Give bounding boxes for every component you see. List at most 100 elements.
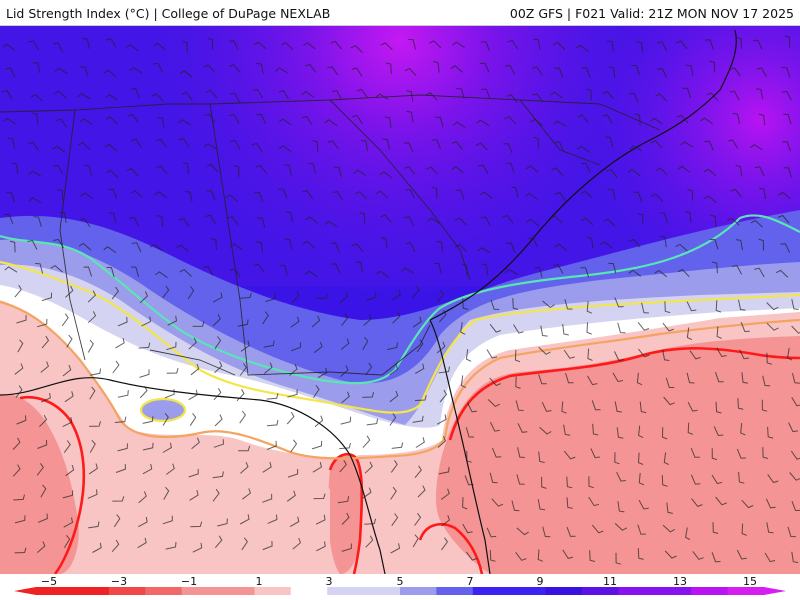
tick-label: 13 (673, 575, 687, 588)
wind-barb (405, 188, 415, 199)
wind-barb (302, 240, 316, 249)
wind-barb (637, 452, 644, 465)
wind-barb (531, 93, 544, 103)
wind-barb (9, 240, 16, 253)
wind-barb (676, 114, 689, 124)
wind-barb (163, 486, 170, 500)
wind-barb (390, 486, 397, 500)
wind-barb (709, 60, 716, 73)
wind-barb (538, 374, 547, 385)
wind-barb (677, 165, 691, 173)
wind-barb (115, 337, 125, 349)
wind-barb (766, 322, 779, 331)
colorbar-min-arrow (14, 587, 36, 595)
wind-barb (505, 162, 515, 173)
colorbar-segment (327, 587, 365, 595)
wind-barb (685, 527, 691, 541)
wind-barb (166, 368, 179, 374)
wind-barb (192, 321, 205, 327)
wind-barb (480, 41, 490, 52)
wind-barb (82, 38, 90, 49)
wind-barb (290, 316, 300, 328)
wind-barb (450, 65, 463, 73)
wind-barb (628, 238, 641, 248)
wind-barb (262, 493, 273, 503)
wind-barb (715, 372, 724, 383)
wind-barb (152, 62, 163, 73)
wind-barb (740, 422, 746, 436)
wind-barb (614, 523, 628, 531)
wind-barb (655, 167, 668, 176)
wind-barb (629, 92, 639, 103)
wind-barb (53, 42, 63, 53)
wind-barb (415, 437, 425, 448)
wind-barb (117, 316, 128, 327)
colorbar-segment (181, 587, 219, 595)
wind-barb (155, 271, 168, 279)
forecast-map[interactable] (0, 26, 800, 574)
wind-barb (41, 292, 52, 302)
wind-barb (253, 41, 267, 50)
wind-barb (637, 321, 650, 331)
wind-barb (364, 461, 373, 474)
wind-barb (14, 284, 22, 298)
wind-barb (111, 286, 120, 300)
wind-barb (230, 140, 241, 150)
lid-band-neg2 (0, 394, 79, 574)
wind-barb (103, 246, 117, 254)
wind-barb (538, 347, 551, 355)
wind-barb (706, 92, 719, 102)
wind-barb (36, 318, 48, 328)
tick-label: 5 (396, 575, 404, 588)
wind-barb (588, 496, 600, 507)
wind-barb (777, 214, 790, 224)
tick-label: 11 (603, 575, 617, 588)
wind-barb (40, 392, 51, 403)
wind-barb (715, 401, 722, 414)
wind-barb (554, 141, 564, 152)
wind-barb (460, 322, 466, 335)
wind-barb (553, 120, 567, 127)
wind-barb (429, 40, 442, 49)
colorbar-segment (108, 587, 146, 595)
wind-barb (315, 293, 328, 299)
colorbar-segment (545, 587, 583, 595)
tick-label: −1 (180, 575, 198, 588)
wind-barb (355, 261, 364, 273)
wind-barb (531, 66, 543, 76)
wind-barb (791, 551, 799, 563)
wind-barb (389, 364, 399, 376)
wind-barb (525, 165, 539, 173)
wind-barb (713, 426, 724, 437)
wind-barb (515, 400, 524, 411)
wind-barb (391, 442, 404, 449)
wind-barb (791, 298, 799, 310)
wind-barb (784, 35, 791, 48)
wind-barb (390, 460, 398, 473)
wind-barb (486, 349, 498, 359)
wind-barb (791, 501, 800, 512)
wind-barb (739, 349, 750, 360)
wind-barb (659, 212, 668, 223)
wind-barb (600, 241, 613, 249)
wind-barb (790, 450, 800, 460)
wind-barb (461, 263, 468, 276)
wind-barb (353, 169, 367, 177)
model-run-info: 00Z GFS | F021 Valid: 21Z MON NOV 17 202… (509, 6, 794, 21)
wind-barb (286, 412, 295, 425)
wind-barb (64, 391, 74, 403)
wind-barb (339, 291, 348, 304)
wind-barb (416, 339, 424, 353)
colorbar-segments (14, 587, 786, 595)
wind-barb (16, 315, 27, 324)
wind-barb (126, 167, 139, 177)
wind-barb (311, 315, 321, 328)
wind-barb (481, 263, 489, 275)
wind-barb (278, 118, 292, 126)
wind-barb (210, 238, 217, 251)
wind-barb (452, 41, 465, 48)
wind-barb (254, 191, 264, 203)
wind-barb (87, 290, 97, 303)
wind-barb (505, 268, 519, 276)
wind-barb (104, 69, 117, 78)
